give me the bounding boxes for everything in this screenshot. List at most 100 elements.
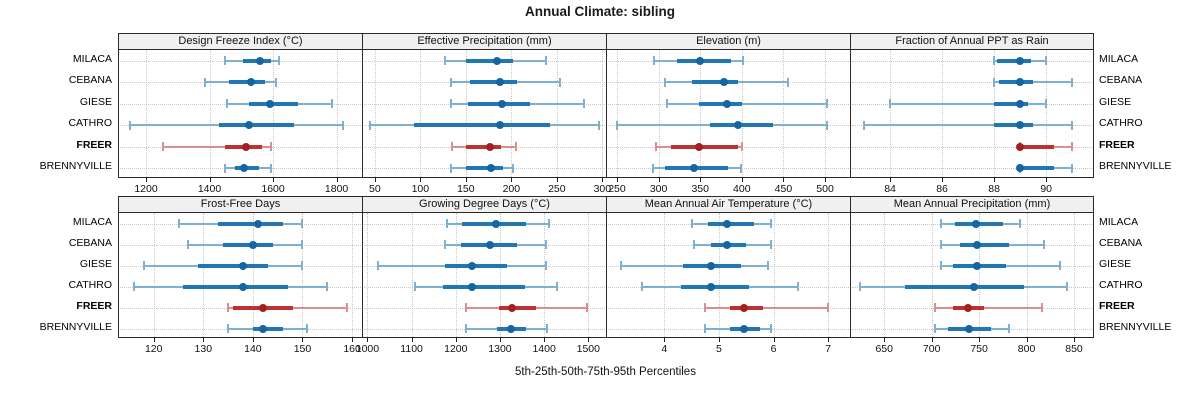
interquartile-box bbox=[960, 242, 1010, 247]
whisker-cap-low bbox=[655, 142, 658, 152]
whisker-cap-low bbox=[934, 303, 937, 312]
median-dot bbox=[722, 99, 731, 108]
axis-tick-label: 450 bbox=[774, 183, 793, 195]
whisker-cap-high bbox=[767, 261, 770, 270]
axis-tick-label: 150 bbox=[457, 183, 475, 195]
site-label-left-milaca: MILACA bbox=[72, 215, 112, 228]
axis-caption: 5th-25th-50th-75th-95th Percentiles bbox=[515, 366, 696, 378]
median-dot bbox=[508, 303, 517, 312]
whisker-cap-low bbox=[224, 56, 227, 66]
whisker-cap-high bbox=[825, 120, 828, 130]
axis-tick bbox=[511, 178, 513, 182]
whisker-cap-low bbox=[940, 261, 943, 270]
axis-tick bbox=[616, 178, 618, 182]
interquartile-box bbox=[465, 144, 502, 149]
whisker-cap-high bbox=[341, 120, 344, 130]
whisker-cap-high bbox=[827, 303, 830, 312]
axis-tick-label: 1800 bbox=[324, 183, 349, 195]
whisker-cap-high bbox=[270, 163, 273, 173]
median-dot bbox=[485, 142, 494, 151]
axis-tick bbox=[942, 178, 944, 182]
gridline-vertical bbox=[783, 50, 785, 177]
gridline-horizontal bbox=[852, 168, 1092, 170]
whisker-cap-low bbox=[859, 282, 862, 291]
gridline-vertical bbox=[511, 50, 513, 177]
whisker-cap-high bbox=[597, 120, 600, 130]
whisker-line bbox=[935, 306, 1042, 309]
whisker-cap-low bbox=[443, 56, 446, 66]
whisker-cap-low bbox=[227, 303, 230, 312]
interquartile-box bbox=[671, 144, 738, 149]
whisker-cap-high bbox=[1045, 56, 1048, 66]
whisker-cap-low bbox=[651, 163, 654, 173]
gridline-vertical bbox=[352, 213, 354, 337]
site-label-right-cebana: CEBANA bbox=[1099, 74, 1143, 87]
axis-tick bbox=[1074, 338, 1076, 342]
axis-tick bbox=[153, 338, 155, 342]
whisker-cap-high bbox=[583, 99, 586, 109]
median-dot bbox=[506, 324, 515, 333]
whisker-cap-low bbox=[450, 163, 453, 173]
gridline-vertical bbox=[336, 50, 338, 177]
axis-tick-label: 1300 bbox=[488, 343, 512, 355]
median-dot bbox=[238, 261, 247, 270]
axis-tick-label: 1000 bbox=[355, 343, 380, 355]
axis-tick bbox=[828, 338, 830, 342]
median-dot bbox=[253, 219, 262, 228]
median-dot bbox=[487, 164, 496, 173]
median-dot bbox=[973, 261, 982, 270]
median-dot bbox=[1016, 78, 1025, 87]
median-dot bbox=[495, 121, 504, 130]
interquartile-box bbox=[442, 284, 525, 289]
axis-tick bbox=[544, 338, 546, 342]
axis-tick bbox=[1046, 178, 1048, 182]
whisker-cap-high bbox=[1040, 303, 1043, 312]
axis-tick bbox=[146, 178, 147, 182]
whisker-cap-low bbox=[993, 56, 996, 66]
median-dot bbox=[739, 324, 748, 333]
site-label-right-brennyville: BRENNYVILLE bbox=[1099, 160, 1172, 173]
gridline-vertical bbox=[273, 50, 275, 177]
site-label-left-freer: FREER bbox=[76, 138, 112, 151]
interquartile-box bbox=[698, 101, 742, 106]
whisker-cap-high bbox=[301, 261, 304, 270]
gridline-vertical bbox=[1074, 213, 1076, 337]
axis-tick-label: 130 bbox=[194, 343, 213, 355]
whisker-cap-high bbox=[741, 56, 744, 66]
gridline-vertical bbox=[588, 213, 590, 337]
interquartile-box bbox=[691, 80, 739, 85]
whisker-cap-low bbox=[940, 219, 943, 228]
axis-tick-label: 90 bbox=[1040, 183, 1052, 195]
median-dot bbox=[1016, 99, 1025, 108]
axis-tick bbox=[302, 338, 304, 342]
whisker-cap-low bbox=[450, 99, 453, 109]
axis-tick-label: 88 bbox=[988, 183, 1000, 195]
site-label-right-cebana: CEBANA bbox=[1099, 236, 1143, 249]
interquartile-box bbox=[219, 123, 294, 128]
site-label-right-brennyville: BRENNYVILLE bbox=[1099, 320, 1172, 333]
panel-fraction-annual-ppt-rain: Fraction of Annual PPT as Rain 84 86 88 90 bbox=[850, 33, 1094, 195]
median-dot bbox=[258, 303, 267, 312]
gridline-vertical bbox=[556, 50, 558, 177]
whisker-cap-high bbox=[270, 142, 273, 152]
axis-tick bbox=[931, 338, 933, 342]
axis-tick-label: 1400 bbox=[197, 183, 222, 195]
axis-tick bbox=[209, 178, 211, 182]
whisker-cap-low bbox=[653, 56, 656, 66]
median-dot bbox=[972, 219, 981, 228]
axis-tick-label: 750 bbox=[970, 343, 988, 355]
site-label-left-brennyville: BRENNYVILLE bbox=[39, 320, 112, 333]
interquartile-box bbox=[1020, 144, 1054, 149]
axis-tick-label: 86 bbox=[936, 183, 948, 195]
axis-tick bbox=[718, 338, 720, 342]
gridline-vertical bbox=[718, 213, 720, 337]
whisker-cap-high bbox=[545, 324, 548, 333]
median-dot bbox=[970, 282, 979, 291]
site-label-left-giese: GIESE bbox=[79, 257, 112, 270]
whisker-cap-high bbox=[545, 240, 548, 249]
whisker-cap-low bbox=[933, 324, 936, 333]
whisker-cap-high bbox=[586, 303, 588, 312]
whisker-line bbox=[994, 81, 1073, 84]
whisker-cap-low bbox=[464, 303, 467, 312]
whisker-cap-low bbox=[414, 282, 417, 291]
